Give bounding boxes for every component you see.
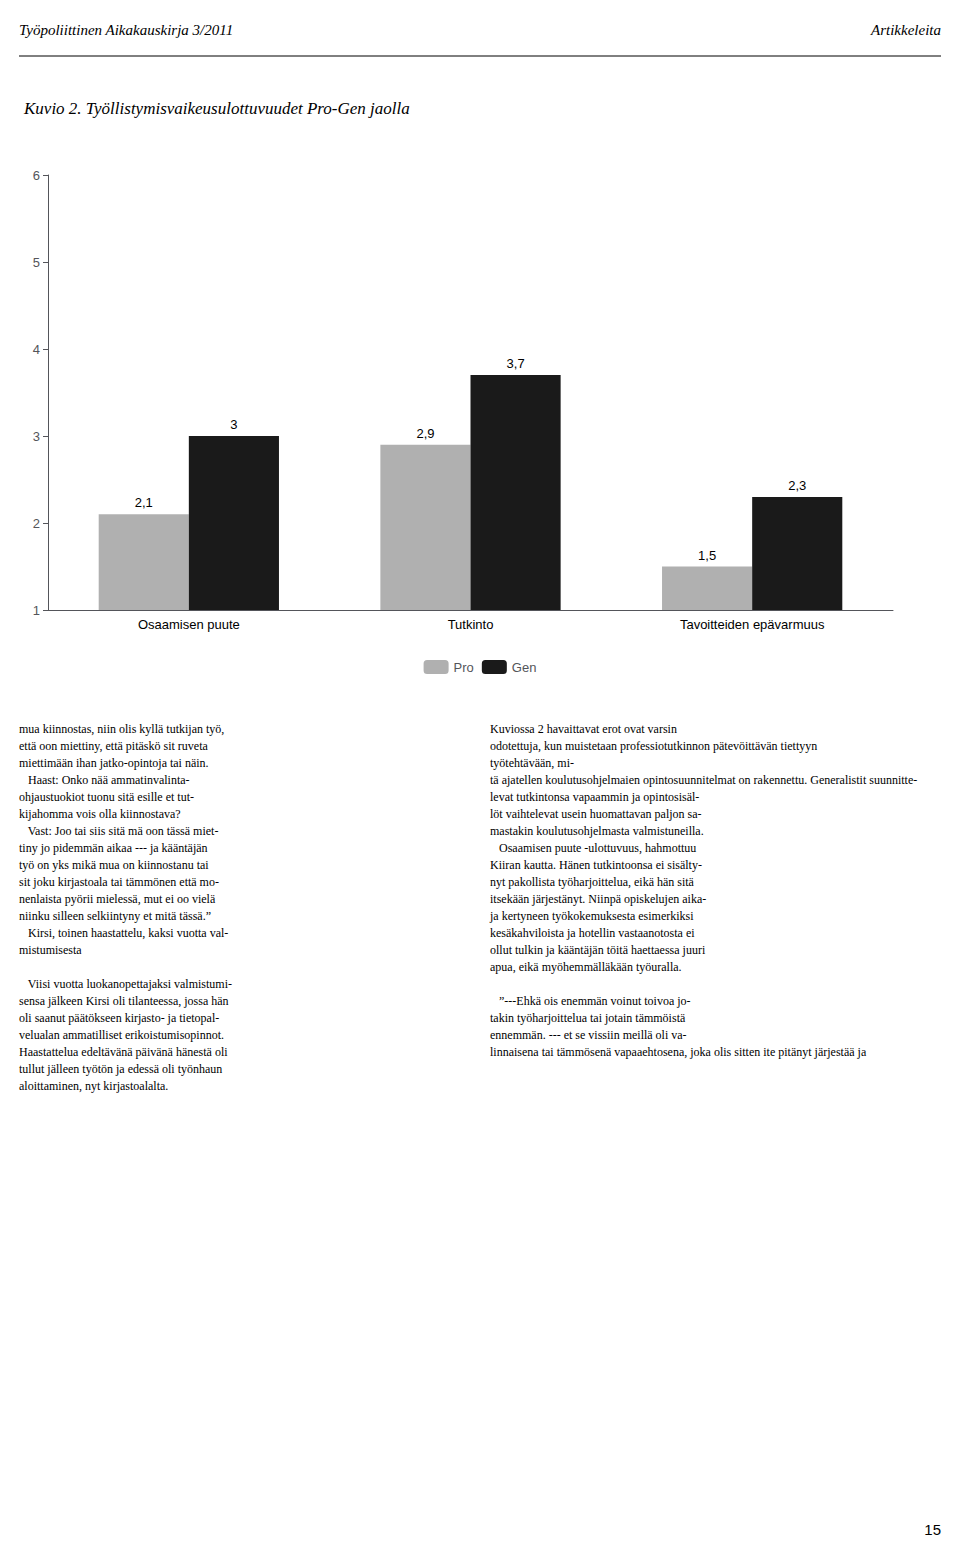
svg-text:tullut jälleen työtön ja edess: tullut jälleen työtön ja edessä oli työn… bbox=[19, 1062, 222, 1076]
svg-text:ollut tulkin ja kääntäjän töit: ollut tulkin ja kääntäjän töitä haettaes… bbox=[490, 943, 706, 957]
svg-text:Artikkeleita: Artikkeleita bbox=[870, 22, 941, 38]
svg-text:nyt pakollista työharjoittelua: nyt pakollista työharjoittelua, eikä hän… bbox=[490, 875, 695, 889]
svg-text:Gen: Gen bbox=[512, 660, 537, 675]
svg-text:Viisi vuotta luokanopettajaksi: Viisi vuotta luokanopettajaksi valmistum… bbox=[19, 977, 232, 991]
svg-text:työ on yks mikä mua on kiinnos: työ on yks mikä mua on kiinnostanu tai bbox=[19, 858, 209, 872]
svg-text:niinku silleen selkiintyny et: niinku silleen selkiintyny et mitä tässä… bbox=[19, 909, 211, 923]
svg-text:1: 1 bbox=[33, 603, 40, 618]
svg-text:Tutkinto: Tutkinto bbox=[448, 617, 494, 632]
svg-text:3: 3 bbox=[33, 429, 40, 444]
svg-text:3: 3 bbox=[230, 417, 237, 432]
svg-text:Työpoliittinen Aikakauskirja 3: Työpoliittinen Aikakauskirja 3/2011 bbox=[19, 22, 233, 38]
svg-text:tiny jo pidemmän aikaa --- ja: tiny jo pidemmän aikaa --- ja kääntäjän bbox=[19, 841, 208, 855]
svg-text:miettimään ihan jatko-opintoja: miettimään ihan jatko-opintoja tai näin. bbox=[19, 756, 209, 770]
svg-text:levat tutkintonsa vapaammin ja: levat tutkintonsa vapaammin ja opintosis… bbox=[490, 790, 699, 804]
svg-text:sensa jälkeen Kirsi oli tilant: sensa jälkeen Kirsi oli tilanteessa, jos… bbox=[19, 994, 229, 1008]
svg-text:Osaamisen puute: Osaamisen puute bbox=[138, 617, 240, 632]
svg-text:Kirsi, toinen haastattelu, kak: Kirsi, toinen haastattelu, kaksi vuotta … bbox=[19, 926, 228, 940]
svg-text:4: 4 bbox=[33, 342, 40, 357]
svg-text:odotettuja, kun muistetaan pro: odotettuja, kun muistetaan professiotutk… bbox=[490, 739, 820, 753]
svg-text:oli saanut päätökseen kirjasto: oli saanut päätökseen kirjasto- ja tieto… bbox=[19, 1011, 219, 1025]
svg-text:ja kertyneen työkokemuksesta e: ja kertyneen työkokemuksesta esimerkiksi bbox=[489, 909, 694, 923]
svg-text:Pro: Pro bbox=[454, 660, 474, 675]
svg-text:mistumisesta: mistumisesta bbox=[19, 943, 82, 957]
svg-text:Haastattelua edeltävänä päivän: Haastattelua edeltävänä päivänä hänestä … bbox=[19, 1045, 228, 1059]
svg-text:Vast: Joo tai siis sitä mä oon: Vast: Joo tai siis sitä mä oon tässä mie… bbox=[19, 824, 218, 838]
svg-text:3,7: 3,7 bbox=[507, 356, 525, 371]
svg-text:mastakin koulutusohjelmasta va: mastakin koulutusohjelmasta valmistuneil… bbox=[490, 824, 704, 838]
svg-text:2,1: 2,1 bbox=[135, 495, 153, 510]
svg-text:”---Ehkä ois enemmän voinut to: ”---Ehkä ois enemmän voinut toivoa jo- bbox=[490, 994, 691, 1008]
svg-text:5: 5 bbox=[33, 255, 40, 270]
svg-text:linnaisena tai tämmösenä vapaa: linnaisena tai tämmösenä vapaaehtosena, … bbox=[490, 1045, 867, 1059]
svg-text:15: 15 bbox=[924, 1521, 941, 1538]
svg-text:mua kiinnostas, niin olis kyll: mua kiinnostas, niin olis kyllä tutkijan… bbox=[19, 722, 224, 736]
svg-text:ohjaustuokiot tuonu sitä esill: ohjaustuokiot tuonu sitä esille et tut- bbox=[19, 790, 194, 804]
svg-text:2: 2 bbox=[33, 516, 40, 531]
svg-text:itsekään järjestänyt. Niinpä o: itsekään järjestänyt. Niinpä opiskelujen… bbox=[490, 892, 706, 906]
svg-text:2,3: 2,3 bbox=[788, 478, 806, 493]
svg-text:kijahomma vois olla kiinnostav: kijahomma vois olla kiinnostava? bbox=[19, 807, 181, 821]
svg-text:löt vaihtelevat usein huomatta: löt vaihtelevat usein huomattavan paljon… bbox=[490, 807, 702, 821]
svg-text:että oon miettiny, että pitäsk: että oon miettiny, että pitäskö sit ruve… bbox=[19, 739, 209, 753]
svg-text:ennemmän. --- et se vissiin me: ennemmän. --- et se vissiin meillä oli v… bbox=[490, 1028, 687, 1042]
svg-text:tä ajatellen koulutusohjelmaie: tä ajatellen koulutusohjelmaien opintosu… bbox=[490, 773, 917, 787]
svg-text:takin työharjoittelua tai jota: takin työharjoittelua tai jotain tämmöis… bbox=[490, 1011, 686, 1025]
svg-text:aloittaminen, nyt kirjastoalal: aloittaminen, nyt kirjastoalalta. bbox=[19, 1079, 168, 1093]
svg-text:sit joku kirjastoala tai tämmö: sit joku kirjastoala tai tämmönen että m… bbox=[19, 875, 219, 889]
svg-text:kesäkahviloista ja hotellin va: kesäkahviloista ja hotellin vastaanotost… bbox=[490, 926, 695, 940]
svg-text:työtehtävään, mi-: työtehtävään, mi- bbox=[490, 756, 574, 770]
svg-text:Osaamisen puute -ulottuvuus, h: Osaamisen puute -ulottuvuus, hahmottuu bbox=[490, 841, 696, 855]
svg-text:apua, eikä myöhemmälläkään työ: apua, eikä myöhemmälläkään työuralla. bbox=[490, 960, 682, 974]
svg-text:velualan ammatilliset erikoist: velualan ammatilliset erikoistumisopinno… bbox=[19, 1028, 224, 1042]
svg-text:6: 6 bbox=[33, 168, 40, 183]
svg-text:Kiiran kautta. Hänen tutkintoo: Kiiran kautta. Hänen tutkintoonsa ei sis… bbox=[490, 858, 702, 872]
svg-text:2,9: 2,9 bbox=[416, 426, 434, 441]
svg-text:Haast: Onko nää ammatinvalinta: Haast: Onko nää ammatinvalinta- bbox=[19, 773, 190, 787]
svg-text:nenlaista pyörii mielessä, mut: nenlaista pyörii mielessä, mut ei oo vie… bbox=[19, 892, 216, 906]
svg-text:Tavoitteiden epävarmuus: Tavoitteiden epävarmuus bbox=[680, 617, 825, 632]
svg-text:Kuviossa 2 havaittavat erot ov: Kuviossa 2 havaittavat erot ovat varsin bbox=[490, 722, 677, 736]
svg-text:1,5: 1,5 bbox=[698, 548, 716, 563]
svg-text:Kuvio 2. Työllistymisvaikeusul: Kuvio 2. Työllistymisvaikeusulottuvuudet… bbox=[23, 99, 410, 118]
